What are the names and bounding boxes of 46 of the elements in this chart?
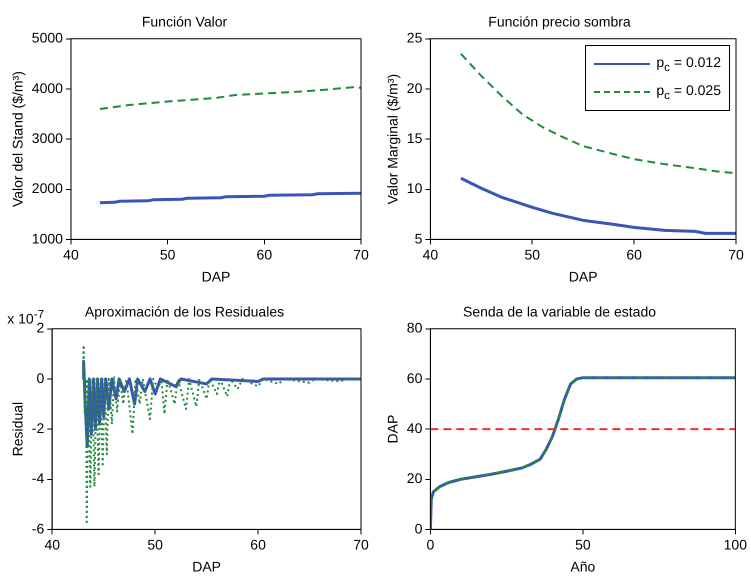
y-tick-label: 20 — [406, 80, 423, 96]
y-tick-label: 5000 — [32, 30, 64, 46]
y-tick-label: 10 — [406, 180, 423, 196]
y-tick-label: 1000 — [32, 230, 64, 246]
x-tick-label: 70 — [728, 246, 744, 263]
legend-label: p$_{c}$ = 0.012 — [656, 54, 721, 74]
x-tick-label: 0 — [426, 536, 434, 553]
x-tick-label: 50 — [160, 246, 176, 263]
y-tick-label: -6 — [32, 520, 44, 536]
y-axis-title: Valor Marginal ($/m³) — [384, 74, 400, 204]
chart-title: Aproximación de los Residuales — [84, 303, 284, 320]
x-tick-label: 70 — [353, 246, 369, 263]
chart-title: Senda de la variable de estado — [462, 303, 656, 320]
y-tick-label: -4 — [32, 470, 44, 486]
y-tick-label: -2 — [32, 420, 44, 436]
x-tick-label: 60 — [626, 246, 642, 263]
y-tick-label: 15 — [406, 130, 423, 146]
chart-title: Función precio sombra — [488, 13, 631, 30]
x-tick-label: 50 — [575, 536, 591, 553]
y-tick-label: 25 — [406, 30, 423, 46]
y-axis-title: Residual — [9, 402, 26, 456]
x-tick-label: 50 — [147, 536, 164, 553]
y-tick-label: 4000 — [32, 80, 64, 96]
x-tick-label: 100 — [724, 536, 748, 553]
x-axis-title: DAP — [568, 268, 598, 284]
x-tick-label: 40 — [63, 246, 79, 263]
x-tick-label: 70 — [353, 536, 369, 553]
y-tick-label: 2000 — [32, 180, 64, 196]
y-tick-label: 60 — [406, 370, 423, 386]
x-axis-title: DAP — [192, 558, 222, 574]
y-tick-label: 5 — [414, 230, 423, 246]
y-tick-label: 0 — [36, 370, 44, 386]
y-axis-title: Valor del Stand ($/m³) — [9, 71, 26, 208]
x-axis-title: Año — [570, 558, 596, 574]
chart-title: Función Valor — [142, 13, 228, 30]
x-tick-label: 60 — [256, 246, 272, 263]
y-tick-label: 0 — [414, 520, 423, 536]
y-tick-label: 80 — [406, 320, 423, 336]
y-axis-title: DAP — [384, 414, 400, 444]
x-tick-label: 50 — [524, 246, 540, 263]
y-tick-label: 20 — [406, 470, 423, 486]
y-tick-label: 3000 — [32, 130, 64, 146]
x-tick-label: 60 — [250, 536, 266, 553]
x-axis-title: DAP — [202, 268, 230, 284]
legend-label: p$_{c}$ = 0.025 — [656, 82, 721, 102]
y-tick-label: 40 — [406, 420, 423, 436]
